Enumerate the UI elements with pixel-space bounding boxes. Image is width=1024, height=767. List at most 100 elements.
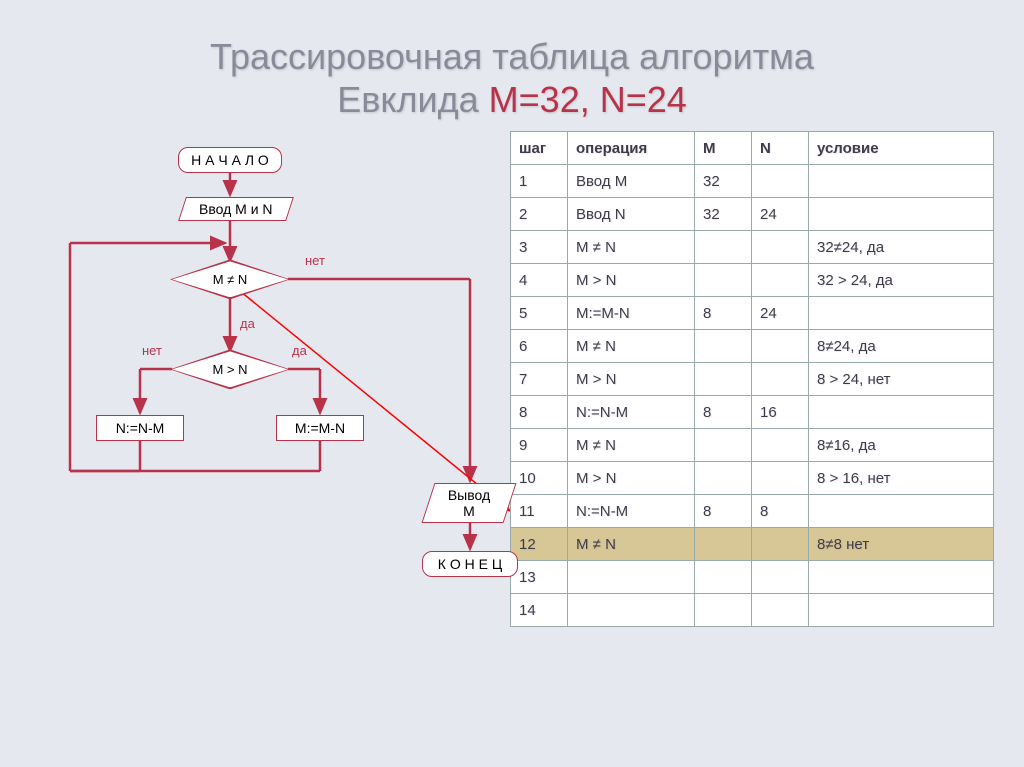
fc-cond1-yes: да [240,316,255,331]
table-cell [752,561,809,594]
table-cell: 8≠24, да [809,330,994,363]
table-cell: 24 [752,297,809,330]
table-row: 8N:=N-M816 [511,396,994,429]
title-line1: Трассировочная таблица алгоритма [210,36,814,77]
table-cell: 8 > 16, нет [809,462,994,495]
table-cell [809,495,994,528]
fc-cond1: M ≠ N [172,261,288,297]
table-cell [695,363,752,396]
table-cell: 3 [511,231,568,264]
table-cell: 6 [511,330,568,363]
table-cell: 8 > 24, нет [809,363,994,396]
table-cell: 8≠8 нет [809,528,994,561]
table-row: 14 [511,594,994,627]
fc-cond1-text: M ≠ N [213,272,248,287]
table-cell [809,165,994,198]
table-row: 2Ввод N3224 [511,198,994,231]
fc-assign-m: M:=M-N [276,415,364,441]
fc-output-text: Вывод M [445,487,493,519]
table-cell: Ввод N [568,198,695,231]
fc-cond1-no: нет [305,253,325,268]
table-cell [752,363,809,396]
table-cell: M:=M-N [568,297,695,330]
table-row: 7M > N8 > 24, нет [511,363,994,396]
table-cell: M ≠ N [568,330,695,363]
table-cell [752,462,809,495]
slide-title: Трассировочная таблица алгоритма Евклида… [0,0,1024,121]
table-cell [752,528,809,561]
table-cell: 2 [511,198,568,231]
table-cell [752,231,809,264]
table-cell: 32 [695,165,752,198]
fc-start: Н А Ч А Л О [178,147,282,173]
table-cell: 8 [752,495,809,528]
table-cell: N:=N-M [568,396,695,429]
table-row: 6M ≠ N 8≠24, да [511,330,994,363]
table-cell [695,462,752,495]
table-cell [752,594,809,627]
table-cell [695,429,752,462]
fc-end: К О Н Е Ц [422,551,518,577]
table-cell [752,165,809,198]
content-area: Н А Ч А Л О Ввод M и N M ≠ N нет да M > … [0,121,1024,691]
table-row: 13 [511,561,994,594]
fc-cond2: M > N [172,351,288,387]
fc-cond2-text: M > N [212,362,247,377]
fc-assign-n: N:=N-M [96,415,184,441]
table-cell: M > N [568,462,695,495]
table-cell [695,231,752,264]
table-cell [809,198,994,231]
table-cell: 32 [695,198,752,231]
table-cell: M > N [568,264,695,297]
fc-cond2-yes: да [292,343,307,358]
fc-input: Ввод M и N [178,197,293,221]
table-cell: 8 [695,396,752,429]
fc-input-text: Ввод M и N [199,201,273,217]
table-cell [752,429,809,462]
table-cell [568,594,695,627]
table-row: 5M:=M-N824 [511,297,994,330]
table-row: 3M ≠ N 32≠24, да [511,231,994,264]
th-step: шаг [511,132,568,165]
th-op: операция [568,132,695,165]
table-cell: 12 [511,528,568,561]
fc-assign-m-text: M:=M-N [295,420,345,436]
table-cell: 8 [511,396,568,429]
table-row: 9M ≠ N8≠16, да [511,429,994,462]
table-cell [695,264,752,297]
table-cell: 8 [695,495,752,528]
table-row: 12M ≠ N8≠8 нет [511,528,994,561]
th-cond: условие [809,132,994,165]
table-cell: 10 [511,462,568,495]
table-cell [695,528,752,561]
table-cell: 32≠24, да [809,231,994,264]
table-cell [809,594,994,627]
table-cell: 32 > 24, да [809,264,994,297]
table-cell [809,396,994,429]
table-cell: 4 [511,264,568,297]
table-cell: 14 [511,594,568,627]
table-header-row: шаг операция M N условие [511,132,994,165]
table-cell [809,297,994,330]
table-cell: Ввод M [568,165,695,198]
table-cell [695,594,752,627]
table-row: 11N:=N-M88 [511,495,994,528]
fc-output: Вывод M [422,483,517,523]
table-cell: 7 [511,363,568,396]
table-cell: M ≠ N [568,231,695,264]
table-cell: 11 [511,495,568,528]
table-cell: 5 [511,297,568,330]
table-cell [695,561,752,594]
table-row: 4M > N 32 > 24, да [511,264,994,297]
table-cell [568,561,695,594]
table-cell: 1 [511,165,568,198]
title-line2b: M=32, N=24 [489,79,687,120]
table-row: 1Ввод M32 [511,165,994,198]
table-cell: M ≠ N [568,429,695,462]
table-cell: 13 [511,561,568,594]
table-cell: 24 [752,198,809,231]
title-line2a: Евклида [337,79,488,120]
table-cell: 9 [511,429,568,462]
trace-table-wrap: шаг операция M N условие 1Ввод M322Ввод … [510,131,994,691]
table-row: 10M > N 8 > 16, нет [511,462,994,495]
